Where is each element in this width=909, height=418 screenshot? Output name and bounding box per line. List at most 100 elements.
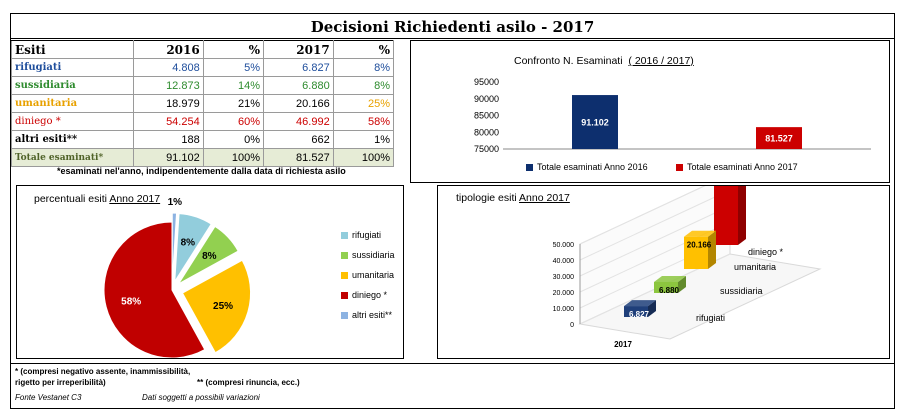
- cell-pct-2016: 5%: [202, 58, 264, 77]
- header-pct-2016: %: [202, 40, 264, 59]
- y-tick-label: 0: [570, 322, 574, 329]
- footer-note-2: ** (compresi rinuncia, ecc.): [197, 378, 300, 387]
- pie-chart-title: percentuali esiti Anno 2017: [34, 193, 160, 205]
- cell-pct-2017: 8%: [332, 76, 395, 95]
- confronto-title-suffix: ( 2016 / 2017): [628, 55, 694, 67]
- footer-note-1a: * (compresi negativo assente, inammissib…: [15, 367, 191, 376]
- cell-pct-2017: 8%: [332, 58, 395, 77]
- pie-data-label: 58%: [121, 296, 141, 307]
- pie-legend-label: umanitaria: [352, 270, 395, 280]
- table-row: umanitaria 18.979 21% 20.166 25%: [11, 94, 395, 113]
- bar-top: [654, 275, 686, 282]
- pie-title-suffix: Anno 2017: [109, 193, 161, 205]
- category-label: umanitaria: [734, 262, 776, 272]
- row-label: altri esiti**: [11, 130, 134, 149]
- y-tick-label: 80000: [474, 127, 499, 137]
- tipologie-title-suffix: Anno 2017: [519, 192, 570, 204]
- row-label: umanitaria: [11, 94, 134, 113]
- bar-2016: [572, 95, 618, 149]
- esiti-table: Esiti 2016 % 2017 % rifugiati 4.808 5% 6…: [11, 40, 395, 167]
- legend-label-2017: Totale esaminati Anno 2017: [687, 162, 798, 172]
- category-label: diniego *: [748, 247, 784, 257]
- pie-data-label: 8%: [202, 251, 217, 262]
- pie-legend-label: sussidiaria: [352, 250, 395, 260]
- header-2016: 2016: [133, 40, 204, 59]
- table-header-row: Esiti 2016 % 2017 %: [11, 40, 395, 59]
- y-tick-label: 75000: [474, 144, 499, 154]
- pie-slice-diniego: [103, 221, 206, 358]
- cell-pct-2016: 14%: [202, 76, 264, 95]
- legend-item-2017: Totale esaminati Anno 2017: [676, 162, 798, 172]
- cell-2017: 6.880: [262, 76, 334, 95]
- table-row: diniego * 54.254 60% 46.992 58%: [11, 112, 395, 131]
- cell-2016: 4.808: [133, 58, 204, 77]
- pie-legend-swatch: [341, 271, 348, 279]
- cell-2016: 18.979: [133, 94, 204, 113]
- x-axis-label: 2017: [614, 340, 632, 349]
- y-tick-label: 90000: [474, 94, 499, 104]
- header-pct-2017: %: [332, 40, 395, 59]
- table-row: rifugiati 4.808 5% 6.827 8%: [11, 58, 395, 77]
- cell-2016: 188: [133, 130, 204, 149]
- cell-pct-2017: 1%: [332, 130, 395, 149]
- pie-legend-swatch: [341, 251, 348, 259]
- pie-legend-swatch: [341, 291, 348, 299]
- bar-data-label: 91.102: [581, 118, 609, 128]
- table-row: sussidiaria 12.873 14% 6.880 8%: [11, 76, 395, 95]
- pie-slice-altriesiti: [171, 212, 178, 282]
- legend-item-2016: Totale esaminati Anno 2016: [526, 162, 648, 172]
- y-tick-label: 30.000: [553, 274, 575, 281]
- legend-swatch-2016: [526, 163, 533, 171]
- pie-title-text: percentuali esiti: [34, 193, 107, 205]
- cell-pct-2017: 58%: [332, 112, 395, 131]
- bar-sussidiaria: [654, 281, 678, 293]
- gridline: [579, 189, 731, 261]
- bar-2017: [756, 127, 802, 149]
- legend-label-2016: Totale esaminati Anno 2016: [537, 162, 648, 172]
- total-pct-2016: 100%: [202, 148, 264, 167]
- footer-divider: [11, 363, 894, 364]
- category-label: sussidiaria: [720, 286, 763, 296]
- pie-data-label: 1%: [168, 197, 183, 208]
- pie-slice-sussidiaria: [178, 225, 239, 285]
- footer-source: Fonte Vestanet C3: [15, 393, 82, 402]
- y-tick-label: 20.000: [553, 290, 575, 297]
- cell-2017: 6.827: [262, 58, 334, 77]
- cell-2017: 20.166: [262, 94, 334, 113]
- gridline: [579, 186, 706, 245]
- cell-2017: 662: [262, 130, 334, 149]
- row-label: sussidiaria: [11, 76, 134, 95]
- header-2017: 2017: [262, 40, 334, 59]
- row-label: diniego *: [11, 112, 134, 131]
- tipologie-title-text: tipologie esiti: [456, 192, 517, 204]
- y-tick-label: 95000: [474, 77, 499, 87]
- cell-pct-2017: 25%: [332, 94, 395, 113]
- table-total-row: Totale esaminati* 91.102 100% 81.527 100…: [11, 148, 395, 167]
- pie-slice-umanitaria: [181, 259, 252, 354]
- cell-pct-2016: 21%: [202, 94, 264, 113]
- title-divider: [11, 38, 894, 39]
- y-tick-label: 10.000: [553, 306, 575, 313]
- confronto-chart-title: Confronto N. Esaminati ( 2016 / 2017): [514, 55, 694, 67]
- pie-legend-item: umanitaria: [341, 270, 394, 280]
- total-label: Totale esaminati*: [11, 148, 134, 167]
- cell-pct-2016: 0%: [202, 130, 264, 149]
- tipologie-chart-title: tipologie esiti Anno 2017: [456, 192, 570, 204]
- cell-2017: 46.992: [262, 112, 334, 131]
- pie-data-label: 25%: [213, 301, 233, 312]
- pie-legend-swatch: [341, 311, 348, 319]
- tipologie-chart-panel: tipologie esiti Anno 2017 50.000 40.000 30…: [437, 185, 890, 359]
- pie-slice-rifugiati: [174, 213, 212, 282]
- confronto-chart-panel: Confronto N. Esaminati ( 2016 / 2017) 95…: [410, 40, 890, 183]
- cell-2016: 12.873: [133, 76, 204, 95]
- bar-side: [738, 186, 746, 245]
- y-tick-label: 40.000: [553, 258, 575, 265]
- bar-top: [684, 230, 716, 237]
- bar-data-label: 6.880: [659, 286, 680, 295]
- bar-side: [708, 230, 716, 269]
- gridline: [579, 205, 731, 277]
- pie-legend-item: rifugiati: [341, 230, 381, 240]
- page-title: Decisioni Richiedenti asilo - 2017: [310, 18, 595, 36]
- pie-legend-label: rifugiati: [352, 230, 382, 240]
- pie-legend-swatch: [341, 231, 348, 239]
